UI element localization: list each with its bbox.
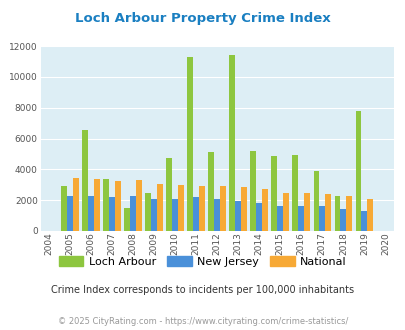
Bar bbox=[198, 185, 205, 231]
Bar bbox=[367, 199, 372, 231]
Bar bbox=[208, 152, 214, 231]
Legend: Loch Arbour, New Jersey, National: Loch Arbour, New Jersey, National bbox=[54, 251, 351, 271]
Bar bbox=[229, 55, 235, 231]
Bar bbox=[220, 185, 226, 231]
Bar bbox=[82, 130, 88, 231]
Bar bbox=[313, 171, 319, 231]
Bar bbox=[145, 193, 151, 231]
Bar bbox=[235, 201, 241, 231]
Bar bbox=[339, 209, 345, 231]
Bar bbox=[67, 196, 73, 231]
Bar bbox=[157, 184, 162, 231]
Bar bbox=[103, 180, 109, 231]
Bar bbox=[360, 211, 367, 231]
Bar bbox=[124, 208, 130, 231]
Bar bbox=[214, 199, 220, 231]
Bar bbox=[319, 206, 324, 231]
Bar bbox=[283, 192, 288, 231]
Bar bbox=[241, 187, 247, 231]
Bar bbox=[250, 151, 256, 231]
Bar bbox=[298, 206, 303, 231]
Bar bbox=[61, 186, 67, 231]
Bar bbox=[256, 203, 262, 231]
Bar bbox=[277, 206, 283, 231]
Bar bbox=[109, 197, 115, 231]
Bar bbox=[115, 181, 121, 231]
Bar bbox=[178, 185, 183, 231]
Bar bbox=[187, 57, 193, 231]
Bar bbox=[292, 155, 298, 231]
Text: Crime Index corresponds to incidents per 100,000 inhabitants: Crime Index corresponds to incidents per… bbox=[51, 285, 354, 295]
Text: © 2025 CityRating.com - https://www.cityrating.com/crime-statistics/: © 2025 CityRating.com - https://www.city… bbox=[58, 317, 347, 326]
Bar bbox=[151, 199, 157, 231]
Bar bbox=[172, 199, 178, 231]
Bar bbox=[94, 180, 100, 231]
Text: Loch Arbour Property Crime Index: Loch Arbour Property Crime Index bbox=[75, 12, 330, 24]
Bar bbox=[262, 189, 267, 231]
Bar bbox=[271, 156, 277, 231]
Bar bbox=[345, 196, 351, 231]
Bar bbox=[355, 111, 360, 231]
Bar bbox=[73, 178, 79, 231]
Bar bbox=[166, 158, 172, 231]
Bar bbox=[324, 194, 330, 231]
Bar bbox=[130, 196, 136, 231]
Bar bbox=[193, 197, 198, 231]
Bar bbox=[303, 192, 309, 231]
Bar bbox=[88, 196, 94, 231]
Bar bbox=[136, 180, 142, 231]
Bar bbox=[334, 196, 339, 231]
